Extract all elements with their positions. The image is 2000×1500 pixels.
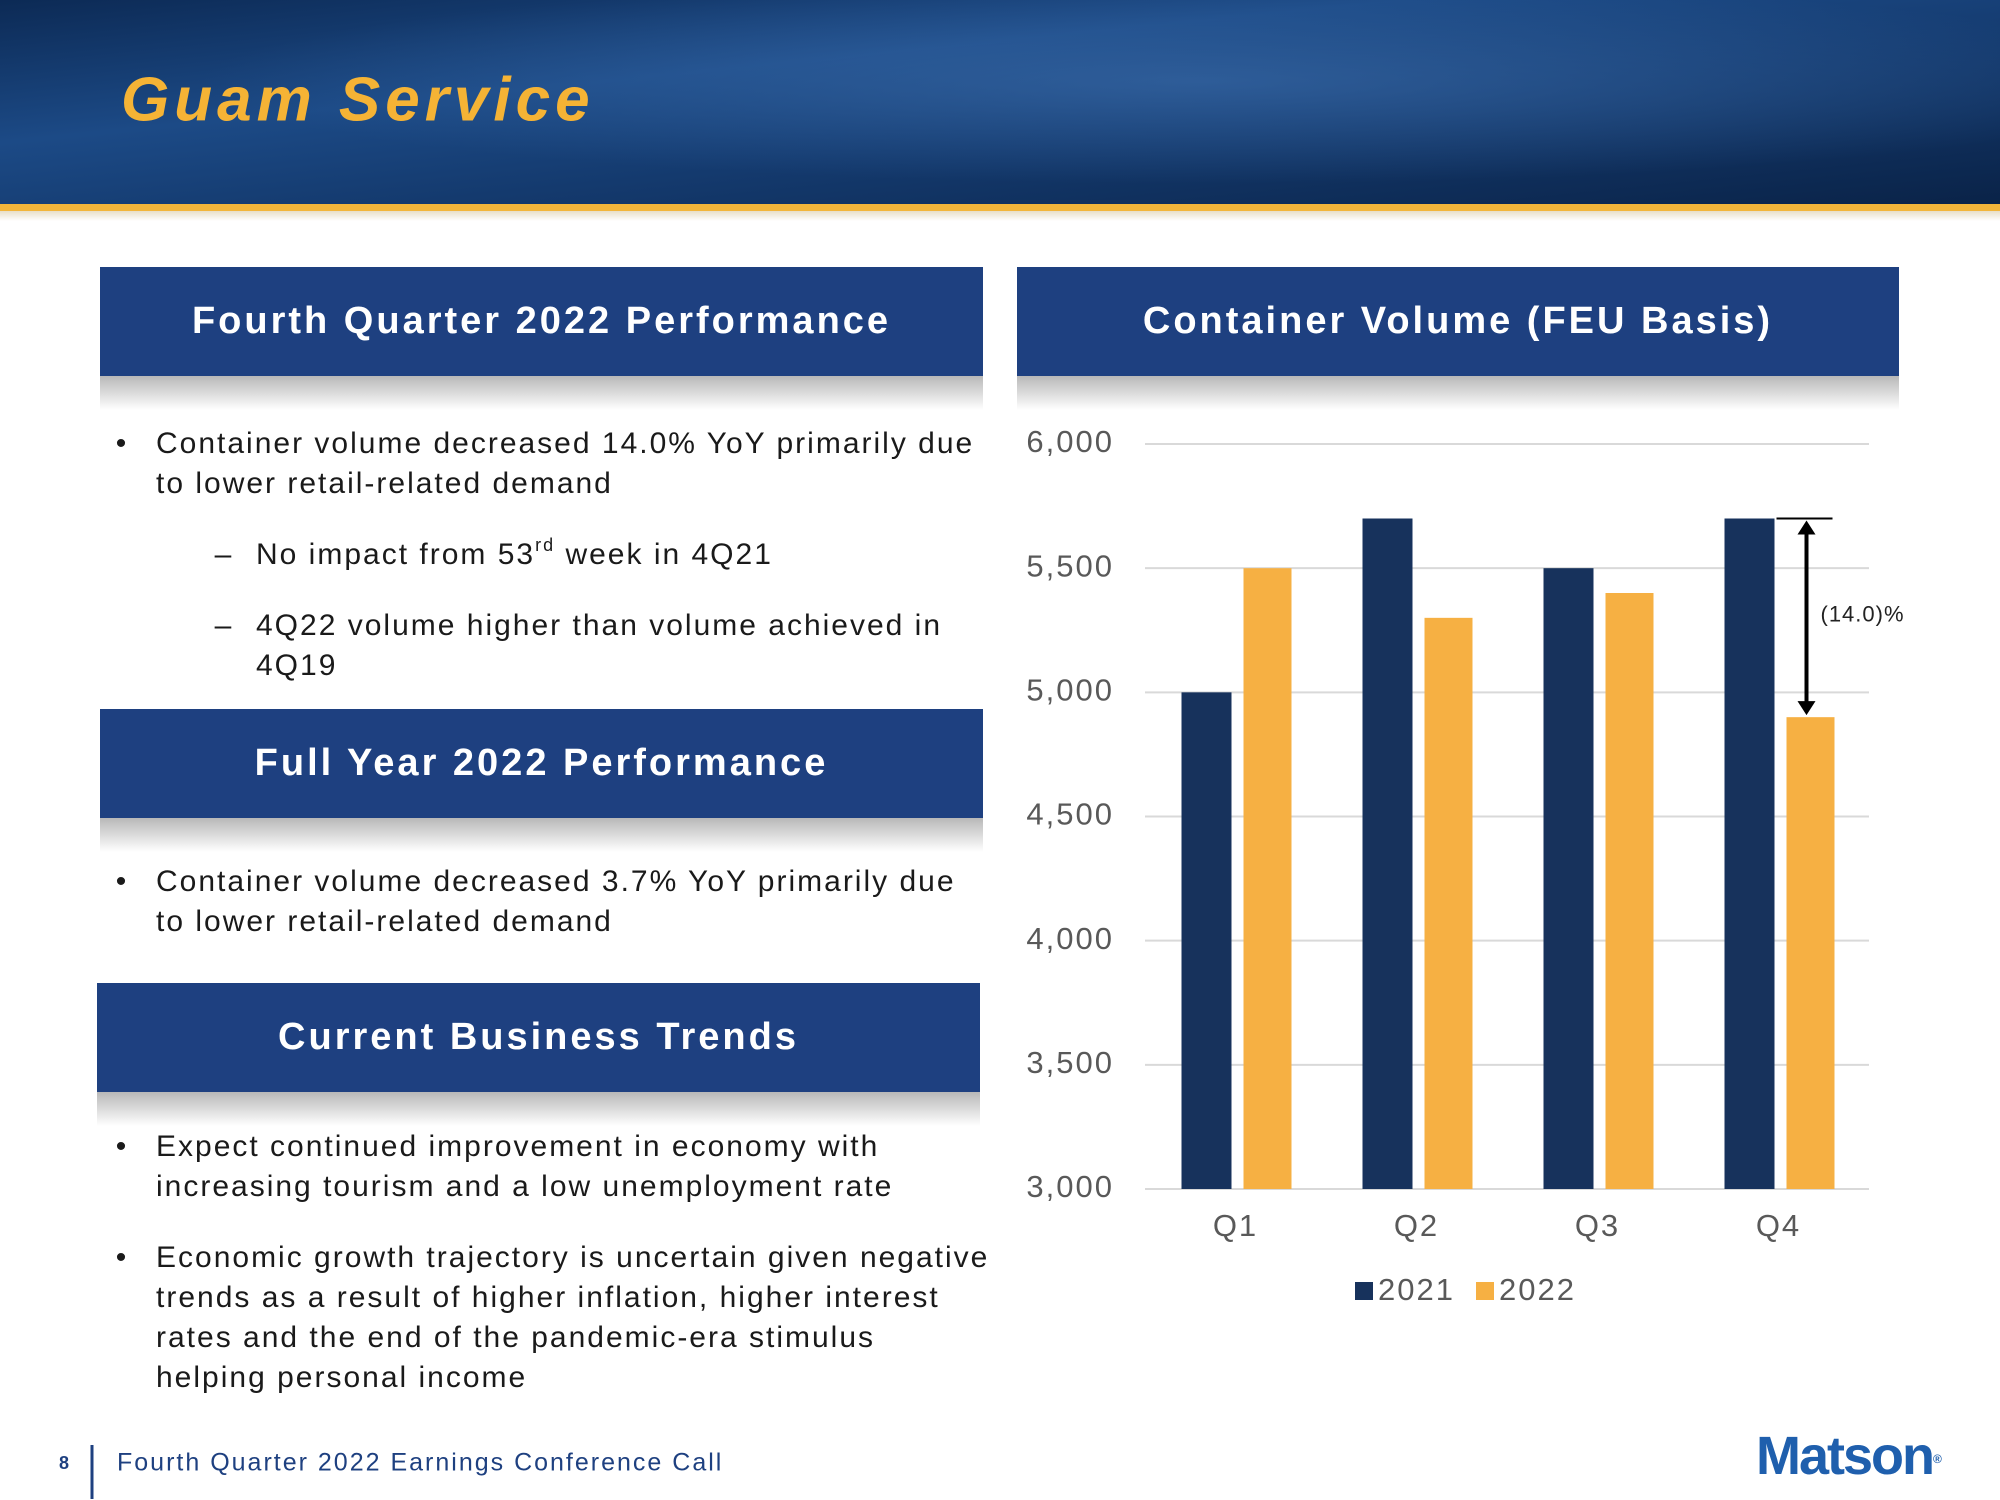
bar [1786,717,1835,1189]
line-text: Container volume decreased 14.0% YoY pri… [156,427,974,460]
line-text: rates and the end of the pandemic-era st… [156,1321,875,1354]
line-text: to lower retail-related demand [156,467,613,500]
page-number: 8 [59,1453,69,1473]
superscript: rd [535,535,555,555]
header-shadow [97,1092,980,1126]
section-header-box [97,983,980,1092]
bullet: • [116,1130,129,1163]
bullet-line: increasing tourism and a low unemploymen… [156,1170,893,1203]
section-heading: Fourth Quarter 2022 Performance [192,300,891,342]
bullet-line: No impact from 53rd week in 4Q21 [256,535,773,571]
dash: – [215,609,234,642]
logo: Matson® [1756,1426,1942,1486]
bullet-line: Economic growth trajectory is uncertain … [156,1241,989,1274]
header-shadow [100,818,983,852]
y-tick-label: 5,500 [1026,548,1114,583]
bar [1424,617,1473,1189]
x-tick-label: Q1 [1213,1208,1258,1243]
chart-header-box [1017,267,1899,376]
bar [1181,692,1232,1189]
bullet-line: trends as a result of higher inflation, … [156,1281,940,1314]
bar [1543,568,1594,1189]
bullet: • [116,427,129,460]
legend-label: 2021 [1378,1272,1455,1307]
y-tick-label: 3,000 [1026,1169,1114,1204]
bar [1362,518,1413,1189]
header-shadow [100,376,983,410]
footer-text: Fourth Quarter 2022 Earnings Conference … [117,1449,723,1477]
line-text: week in 4Q21 [555,538,773,571]
line-text: 4Q19 [256,649,337,682]
bullet-line: helping personal income [156,1361,527,1394]
y-tick-label: 6,000 [1026,424,1114,459]
y-tick-label: 5,000 [1026,673,1114,708]
y-tick-label: 3,500 [1026,1045,1114,1080]
bullet-line: to lower retail-related demand [156,467,613,500]
banner-fade [0,211,2000,221]
arrow-head [1797,701,1816,716]
line-text: No impact from 53 [256,538,535,571]
bar [1243,568,1292,1189]
line-text: 4Q22 volume higher than volume achieved … [256,609,942,642]
y-tick-label: 4,000 [1026,921,1114,956]
bullet-line: 4Q22 volume higher than volume achieved … [256,609,942,642]
line-text: Container volume decreased 3.7% YoY prim… [156,865,956,898]
bullet-line: 4Q19 [256,649,337,682]
section-header-box [100,267,983,376]
logo-text: Matson [1756,1426,1933,1486]
bullet-line: Container volume decreased 3.7% YoY prim… [156,865,956,898]
banner-glow [0,0,2000,204]
bullet-line: rates and the end of the pandemic-era st… [156,1321,875,1354]
arrow-head [1797,520,1816,535]
legend-label: 2022 [1499,1272,1576,1307]
section-heading: Full Year 2022 Performance [255,742,829,784]
line-text: to lower retail-related demand [156,905,613,938]
line-text: increasing tourism and a low unemploymen… [156,1170,893,1203]
bar [1724,518,1775,1189]
line-text: trends as a result of higher inflation, … [156,1281,940,1314]
section-heading: Current Business Trends [278,1016,799,1058]
line-text: Expect continued improvement in economy … [156,1130,879,1163]
y-tick-label: 4,500 [1026,797,1114,832]
logo-mark: ® [1933,1452,1942,1466]
bullet-line: Container volume decreased 14.0% YoY pri… [156,427,974,460]
bar [1605,593,1654,1189]
header-shadow [1017,376,1899,410]
annotation: (14.0)% [1821,602,1905,627]
legend-swatch [1476,1282,1494,1300]
x-tick-label: Q3 [1575,1208,1620,1243]
dash: – [215,538,234,571]
slide-title: Guam Service [121,65,595,134]
section-header-box [100,709,983,818]
legend-swatch [1355,1282,1373,1300]
bullet-line: Expect continued improvement in economy … [156,1130,879,1163]
line-text: Economic growth trajectory is uncertain … [156,1241,989,1274]
bullet-line: to lower retail-related demand [156,905,613,938]
chart-title: Container Volume (FEU Basis) [1143,300,1773,342]
bullet: • [116,1241,129,1274]
x-tick-label: Q2 [1394,1208,1439,1243]
bullet: • [116,865,129,898]
banner-stripe [0,204,2000,211]
x-tick-label: Q4 [1756,1208,1801,1243]
line-text: helping personal income [156,1361,527,1394]
